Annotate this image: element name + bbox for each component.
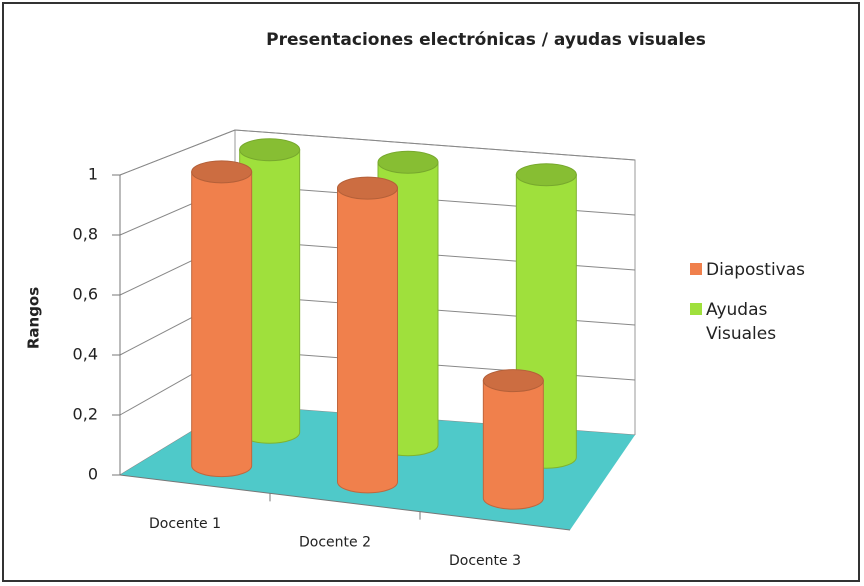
grid-line — [119, 129, 636, 176]
cylinder — [337, 187, 398, 494]
y-tick-label: 0,8 — [73, 225, 98, 244]
y-tick-label: 0,2 — [73, 405, 98, 424]
cylinder-top — [515, 163, 577, 187]
cylinder-top — [337, 176, 398, 200]
cylinder-top — [239, 138, 301, 162]
legend-item: Ayudas Visuales — [690, 298, 820, 346]
legend-swatch — [690, 303, 702, 315]
cylinder-top — [191, 160, 253, 184]
y-tick-label: 1 — [88, 165, 98, 184]
legend: Diapostivas Ayudas Visuales — [690, 258, 820, 362]
cylinder — [482, 380, 544, 510]
x-tick-label: Docente 2 — [299, 535, 371, 551]
cylinder — [191, 171, 253, 478]
chart-title: Presentaciones electrónicas / ayudas vis… — [266, 30, 706, 50]
y-tick-label: 0,4 — [73, 345, 98, 364]
y-axis-label: Rangos — [25, 287, 43, 349]
x-tick-label: Docente 3 — [449, 553, 521, 569]
x-tick-label: Docente 1 — [149, 516, 221, 532]
cylinder-top — [377, 150, 439, 174]
legend-swatch — [690, 263, 702, 275]
cylinder-top — [482, 369, 544, 393]
legend-item: Diapostivas — [690, 258, 820, 282]
y-tick-label: 0,6 — [73, 285, 98, 304]
legend-label: Diapostivas — [706, 260, 806, 280]
y-tick-label: 0 — [88, 465, 98, 484]
legend-label: Ayudas Visuales — [706, 300, 777, 344]
x-axis — [119, 474, 571, 531]
